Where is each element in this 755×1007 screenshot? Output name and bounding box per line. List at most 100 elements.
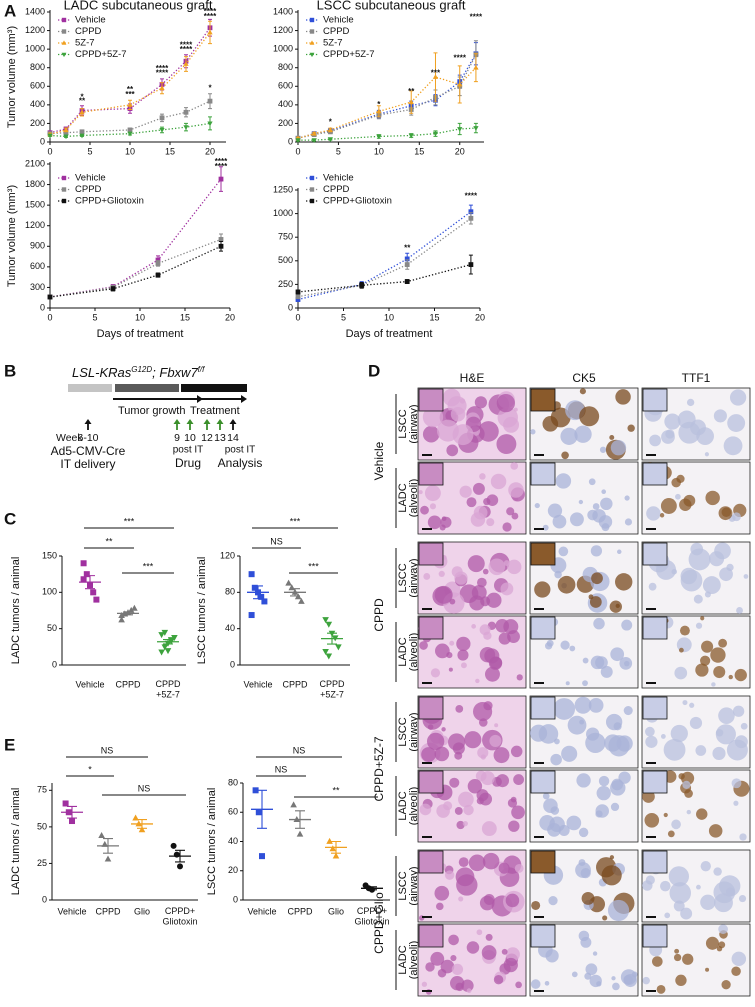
- data-point: [167, 637, 175, 644]
- tissue-blob: [476, 789, 489, 802]
- legend-label: CPPD: [323, 26, 350, 37]
- legend-marker: [61, 175, 67, 181]
- data-point: [335, 644, 342, 651]
- tissue-blob: [486, 592, 502, 608]
- axes: [239, 556, 350, 666]
- panel-label: C: [4, 509, 16, 528]
- x-tick-label: 10: [374, 146, 384, 156]
- tissue-blob: [505, 947, 520, 962]
- timeline-bar: [68, 384, 112, 392]
- tissue-blob: [700, 894, 716, 910]
- tissue-blob: [660, 880, 671, 892]
- x-tick-label: CPPD: [287, 906, 313, 916]
- tissue-blob: [476, 929, 483, 936]
- data-point: [295, 289, 301, 295]
- data-point: [110, 286, 116, 292]
- tissue-blob: [485, 933, 493, 941]
- y-tick-label: 1000: [273, 44, 293, 54]
- y-tick-label: 0: [288, 136, 293, 146]
- tissue-blob: [462, 820, 468, 827]
- comparison-label: ***: [290, 516, 301, 526]
- significance: ****: [156, 64, 169, 73]
- tissue-blob: [718, 638, 728, 648]
- tissue-blob: [576, 773, 591, 788]
- data-point: [62, 800, 69, 807]
- data-point: [473, 126, 479, 131]
- tissue-blob: [696, 808, 708, 820]
- data-point: [79, 133, 85, 139]
- arrowhead: [203, 419, 211, 424]
- tissue-blob: [623, 975, 633, 985]
- tissue-blob: [586, 727, 600, 741]
- tissue-blob: [534, 502, 540, 509]
- data-point: [404, 262, 410, 267]
- row-site: (airway): [408, 404, 420, 443]
- inset: [530, 542, 556, 566]
- tissue-blob: [690, 542, 704, 556]
- significance: ****: [454, 54, 467, 63]
- drug-week: 10: [184, 432, 196, 444]
- x-tick-label: CPPD+ Gliotoxin: [162, 906, 197, 926]
- data-point: [376, 108, 382, 114]
- tissue-blob: [592, 951, 598, 956]
- x-axis-label: Days of treatment: [346, 328, 433, 340]
- tissue-blob: [575, 862, 591, 878]
- data-point: [155, 272, 161, 278]
- tissue-blob: [434, 885, 450, 901]
- tissue-blob: [479, 624, 491, 636]
- phase-label: Tumor growth: [118, 405, 185, 417]
- data-point: [63, 130, 69, 136]
- tissue-blob: [439, 524, 446, 531]
- tissue-blob: [667, 830, 675, 838]
- comparison-label: ***: [308, 561, 319, 571]
- x-tick-label: 10: [125, 146, 135, 156]
- error-bar: [257, 789, 267, 829]
- data-point: [161, 644, 169, 651]
- inset: [642, 850, 668, 874]
- tissue-blob: [600, 497, 613, 511]
- tissue-blob: [615, 603, 620, 608]
- tissue-blob: [531, 900, 541, 910]
- tissue-blob: [430, 951, 445, 966]
- tissue-blob: [700, 861, 711, 872]
- arrowhead: [186, 419, 194, 424]
- tissue-blob: [450, 975, 465, 991]
- tissue-blob: [718, 941, 726, 949]
- y-tick-label: 600: [30, 81, 45, 91]
- x-tick-label: 5: [336, 146, 341, 156]
- tissue-blob: [496, 393, 516, 413]
- data-point: [325, 621, 333, 628]
- tissue-blob: [582, 680, 588, 687]
- data-point: [248, 612, 255, 619]
- legend-label: CPPD+Gliotoxin: [323, 196, 392, 207]
- tissue-blob: [542, 792, 550, 800]
- tissue-blob: [484, 666, 500, 682]
- x-tick-label: CPPD +5Z-7: [319, 679, 345, 699]
- tissue-blob: [503, 957, 518, 973]
- tissue-blob: [510, 462, 519, 470]
- comparison-label: NS: [270, 536, 283, 546]
- tissue-blob: [719, 567, 733, 582]
- tissue-blob: [448, 934, 459, 946]
- data-point: [376, 134, 382, 140]
- tissue-blob: [739, 833, 747, 841]
- tissue-blob: [663, 812, 668, 818]
- tissue-blob: [668, 866, 690, 887]
- y-tick-label: 0: [233, 894, 238, 904]
- error-bar: [331, 840, 341, 854]
- tissue-blob: [689, 702, 695, 708]
- tissue-blob: [508, 820, 520, 832]
- tissue-blob: [682, 700, 688, 706]
- row-site: (airway): [408, 866, 420, 905]
- tissue-blob: [680, 569, 703, 592]
- y-tick-label: 400: [30, 99, 45, 109]
- tissue-blob: [555, 473, 572, 489]
- data-point: [457, 127, 463, 132]
- tissue-blob: [549, 816, 565, 833]
- data-point: [63, 127, 69, 132]
- x-tick-label: 0: [295, 312, 300, 322]
- inset: [530, 616, 556, 640]
- legend-marker: [61, 29, 67, 34]
- inset: [418, 696, 444, 720]
